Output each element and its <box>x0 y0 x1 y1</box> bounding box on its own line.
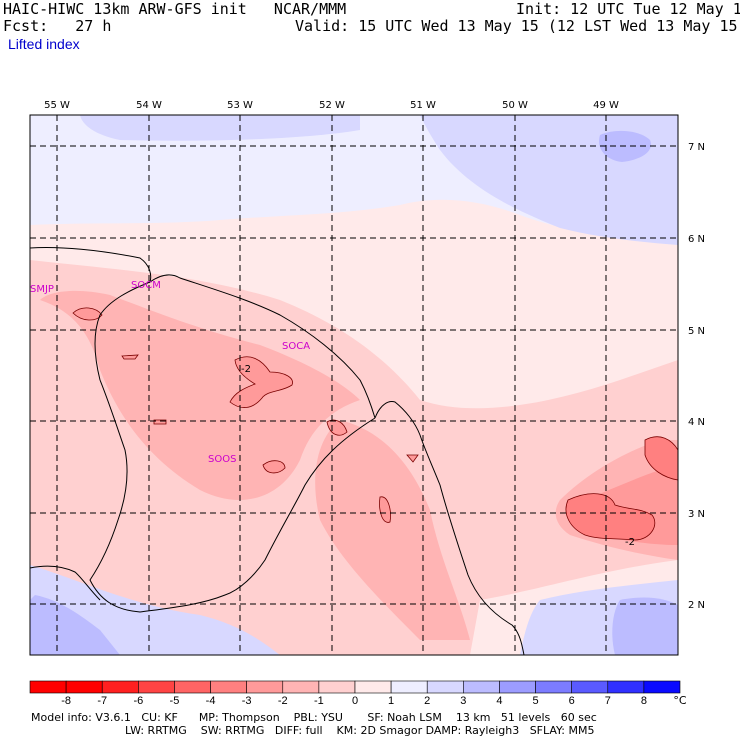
lon-label: 53 W <box>227 100 253 111</box>
colorbar <box>29 680 681 694</box>
station-label-socm: SOCM <box>131 280 161 291</box>
init-time: Init: 12 UTC Tue 12 May 15 <box>516 0 740 18</box>
colorbar-tick-label: 1 <box>388 695 394 707</box>
lat-label: 3 N <box>688 509 705 520</box>
colorbar-tick-label: 0 <box>352 695 358 707</box>
colorbar-tick-label: -2 <box>278 695 288 707</box>
contour-label: -2 <box>625 537 635 548</box>
colorbar-tick-label: 2 <box>424 695 430 707</box>
colorbar-segment <box>318 680 356 694</box>
lon-label: 50 W <box>502 100 528 111</box>
colorbar-segment <box>138 680 175 694</box>
model-title: HAIC-HIWC 13km ARW-GFS init NCAR/MMM <box>3 0 347 18</box>
colorbar-segment <box>29 680 67 694</box>
colorbar-segment <box>499 680 536 694</box>
colorbar-tick-label: -5 <box>170 695 180 707</box>
lat-label: 4 N <box>688 417 705 428</box>
field-name: Lifted index <box>8 36 80 52</box>
colorbar-tick-label: 6 <box>569 695 575 707</box>
colorbar-unit: °C <box>673 694 687 707</box>
colorbar-tick-label: -6 <box>133 695 143 707</box>
lat-label: 5 N <box>688 326 705 337</box>
lat-label: 2 N <box>688 600 705 611</box>
contour-label: -2 <box>241 364 251 375</box>
colorbar-segment <box>174 680 211 694</box>
colorbar-tick-label: 3 <box>460 695 466 707</box>
colorbar-tick-label: -7 <box>97 695 107 707</box>
colorbar-segment <box>390 680 428 694</box>
map-frame <box>29 114 679 656</box>
station-label-soca: SOCA <box>282 341 310 352</box>
lon-label: 49 W <box>593 100 619 111</box>
lon-label: 54 W <box>136 100 162 111</box>
colorbar-tick-label: 4 <box>496 695 502 707</box>
colorbar-tick-label: -4 <box>206 695 216 707</box>
lat-lon-grid <box>30 115 678 655</box>
station-label-smjp: SMJP <box>30 284 54 295</box>
colorbar-segment <box>210 680 247 694</box>
field-shading <box>30 115 678 655</box>
colorbar-segment <box>607 680 645 694</box>
coastlines-and-borders <box>30 246 525 655</box>
colorbar-segment <box>354 680 392 694</box>
colorbar-segment <box>65 680 103 694</box>
colorbar-segment <box>246 680 284 694</box>
colorbar-segment <box>643 680 681 694</box>
colorbar-tick-label: -8 <box>61 695 71 707</box>
station-label-soos: SOOS <box>208 454 236 465</box>
colorbar-tick-label: 5 <box>532 695 538 707</box>
lon-label: 52 W <box>319 100 345 111</box>
forecast-hour: Fcst: 27 h <box>3 17 112 35</box>
colorbar-tick-label: -3 <box>242 695 252 707</box>
colorbar-segment <box>101 680 139 694</box>
lon-label: 55 W <box>44 100 70 111</box>
colorbar-segment <box>426 680 464 694</box>
colorbar-segment <box>463 680 500 694</box>
lon-label: 51 W <box>410 100 436 111</box>
valid-time: Valid: 15 UTC Wed 13 May 15 (12 LST Wed … <box>295 17 740 35</box>
colorbar-tick-label: 8 <box>641 695 647 707</box>
colorbar-segment <box>571 680 609 694</box>
model-info-line2: LW: RRTMG SW: RRTMG DIFF: full KM: 2D Sm… <box>125 724 595 737</box>
colorbar-tick-label: -1 <box>314 695 324 707</box>
colorbar-segment <box>282 680 320 694</box>
lat-label: 6 N <box>688 234 705 245</box>
model-info-line1: Model info: V3.6.1 CU: KF MP: Thompson P… <box>31 711 597 724</box>
lat-label: 7 N <box>688 142 705 153</box>
colorbar-segment <box>535 680 572 694</box>
colorbar-tick-label: 7 <box>605 695 611 707</box>
